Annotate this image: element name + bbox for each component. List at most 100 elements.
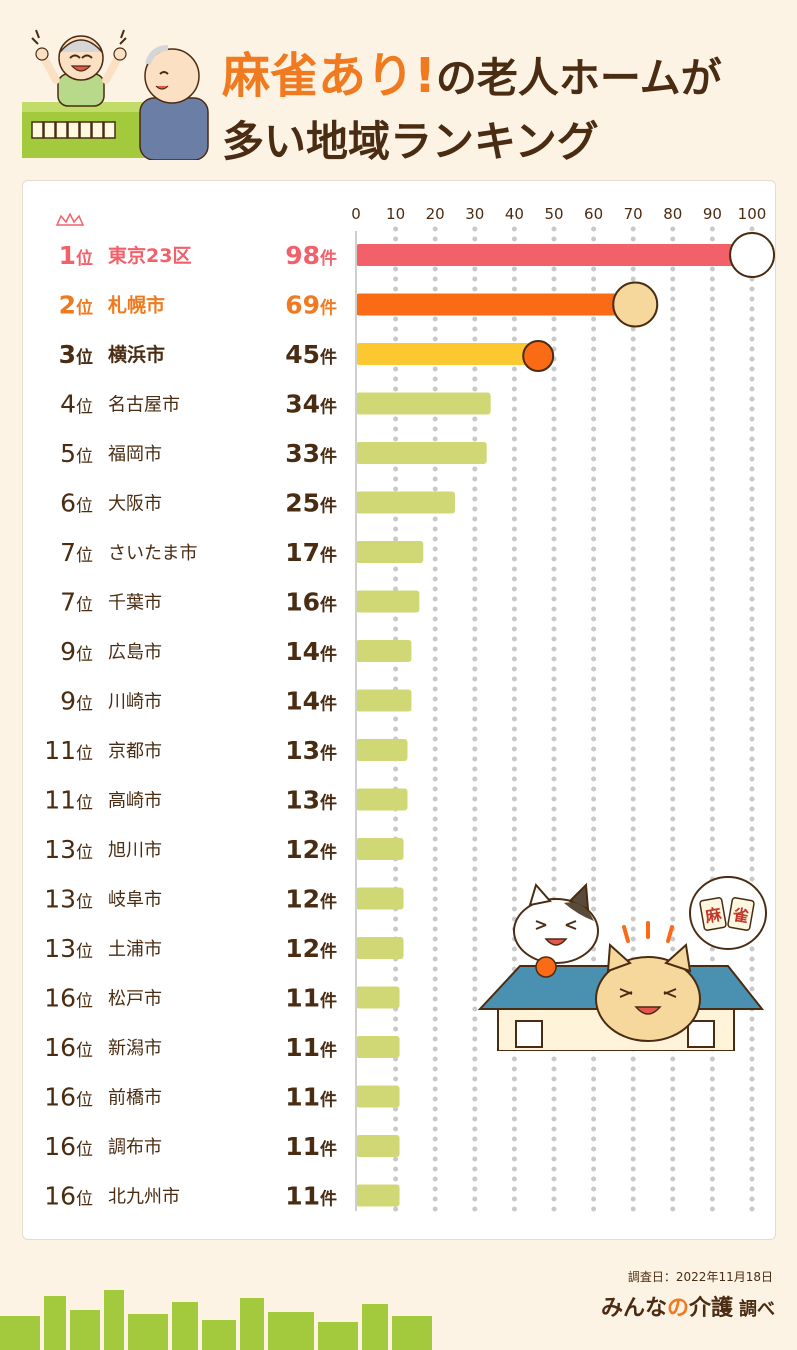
bar-7 [356,541,424,563]
city-label-15: 土浦市 [108,939,162,960]
value-label-1: 98件 [285,241,337,270]
rank-label-5: 5位 [60,439,93,468]
rank-label-15: 13位 [44,934,93,963]
x-tick-label-1: 10 [386,205,405,223]
chart-card: 0 10 20 30 40 50 60 70 80 90 100 1位 東京23区 98件 2位 札幌市 69… [22,180,776,1240]
crown-icon [55,212,85,226]
brand-part2: の [666,1296,689,1321]
bar-20 [356,1184,400,1207]
bar-18 [356,1085,400,1108]
rank-label-7: 7位 [60,538,93,567]
city-label-2: 札幌市 [107,294,165,317]
bar-13 [356,838,404,860]
brand-part1: みんな [600,1296,667,1321]
rank-label-20: 16位 [44,1182,93,1211]
rank-label-17: 16位 [44,1033,93,1062]
rank-label-1: 1位 [59,241,93,270]
city-label-20: 北九州市 [108,1187,180,1208]
page-title-line2: 多い地域ランキング [222,117,599,166]
rank-label-19: 16位 [44,1132,93,1161]
brand-credit: みんなの介護 調べ [601,1290,775,1322]
rank-label-11: 11位 [44,736,93,765]
value-label-8: 16件 [285,588,337,617]
tabby-cat-icon [612,281,659,328]
tile-text-1: 麻 [703,905,724,927]
survey-date: 調査日：2022年11月18日 [627,1270,773,1284]
value-label-15: 12件 [285,934,337,963]
bar-10 [356,689,412,712]
city-label-19: 調布市 [108,1137,162,1158]
value-label-18: 11件 [285,1083,337,1112]
bar-15 [356,937,404,959]
nursing-home-illustration: 麻 雀 [478,876,767,1051]
x-tick-label-0: 0 [351,205,361,223]
city-label-3: 横浜市 [108,343,165,366]
rank-label-6: 6位 [60,489,93,518]
page-title-line1: 麻雀あり!の老人ホームが [222,36,722,106]
bar-19 [356,1135,400,1157]
bar-11 [356,739,408,761]
city-label-18: 前橋市 [108,1088,162,1109]
city-label-13: 旭川市 [108,840,162,861]
header: 麻雀あり!の老人ホームが 多い地域ランキング [0,0,797,180]
city-label-7: さいたま市 [108,543,197,564]
value-label-3: 45件 [285,340,337,369]
mandarin-orange-icon [522,340,555,372]
value-label-6: 25件 [285,489,337,518]
rank-label-18: 16位 [44,1083,93,1112]
city-label-5: 福岡市 [108,444,162,465]
bar-9 [356,640,412,662]
tile-text-2: 雀 [730,905,750,927]
x-tick-label-2: 20 [426,205,445,223]
ranking-bar-chart: 0 10 20 30 40 50 60 70 80 90 100 1位 東京23区 98件 2位 札幌市 69… [44,205,775,1214]
elderly-mahjong-illustration [22,29,209,160]
rank-label-8: 7位 [60,588,93,617]
bar-14 [356,887,404,910]
rank-label-2: 2位 [59,291,93,320]
brand-part3: 介護 [688,1296,733,1321]
x-tick-label-5: 50 [544,205,563,223]
bar-17 [356,1036,400,1058]
bar-16 [356,986,400,1009]
rank-label-9: 9位 [60,637,93,666]
value-label-10: 14件 [285,687,337,716]
value-label-20: 11件 [285,1182,337,1211]
brand-suffix: 調べ [739,1299,775,1320]
rank-label-3: 3位 [59,340,93,369]
bar-2 [356,293,630,316]
rank-label-16: 16位 [44,984,93,1013]
value-label-5: 33件 [285,439,337,468]
city-skyline-illustration [0,1290,432,1350]
x-tick-label-7: 70 [624,205,643,223]
city-label-11: 京都市 [108,741,162,762]
value-label-7: 17件 [285,538,337,567]
value-label-12: 13件 [285,786,337,815]
value-label-16: 11件 [285,984,337,1013]
city-label-12: 高崎市 [108,791,162,812]
value-label-17: 11件 [285,1033,337,1062]
city-label-16: 松戸市 [108,989,162,1010]
city-label-8: 千葉市 [108,593,162,614]
bar-5 [356,442,487,464]
rank-label-14: 13位 [44,885,93,914]
x-tick-label-3: 30 [465,205,484,223]
calico-cat-icon [729,232,775,278]
rank-label-13: 13位 [44,835,93,864]
x-tick-label-6: 60 [584,205,603,223]
bar-1 [356,244,745,266]
speech-bubble: 麻 雀 [689,876,767,950]
bar-6 [356,491,455,514]
bar-12 [356,788,408,811]
value-label-19: 11件 [285,1132,337,1161]
value-label-11: 13件 [285,736,337,765]
value-label-2: 69件 [285,291,337,320]
value-label-4: 34件 [285,390,337,419]
title-accent: 麻雀あり! [222,48,436,104]
x-tick-label-4: 40 [505,205,524,223]
city-label-4: 名古屋市 [108,395,180,416]
value-label-9: 14件 [285,637,337,666]
value-label-13: 12件 [285,835,337,864]
city-label-6: 大阪市 [108,494,162,515]
bar-8 [356,590,420,613]
x-tick-label-9: 90 [703,205,722,223]
